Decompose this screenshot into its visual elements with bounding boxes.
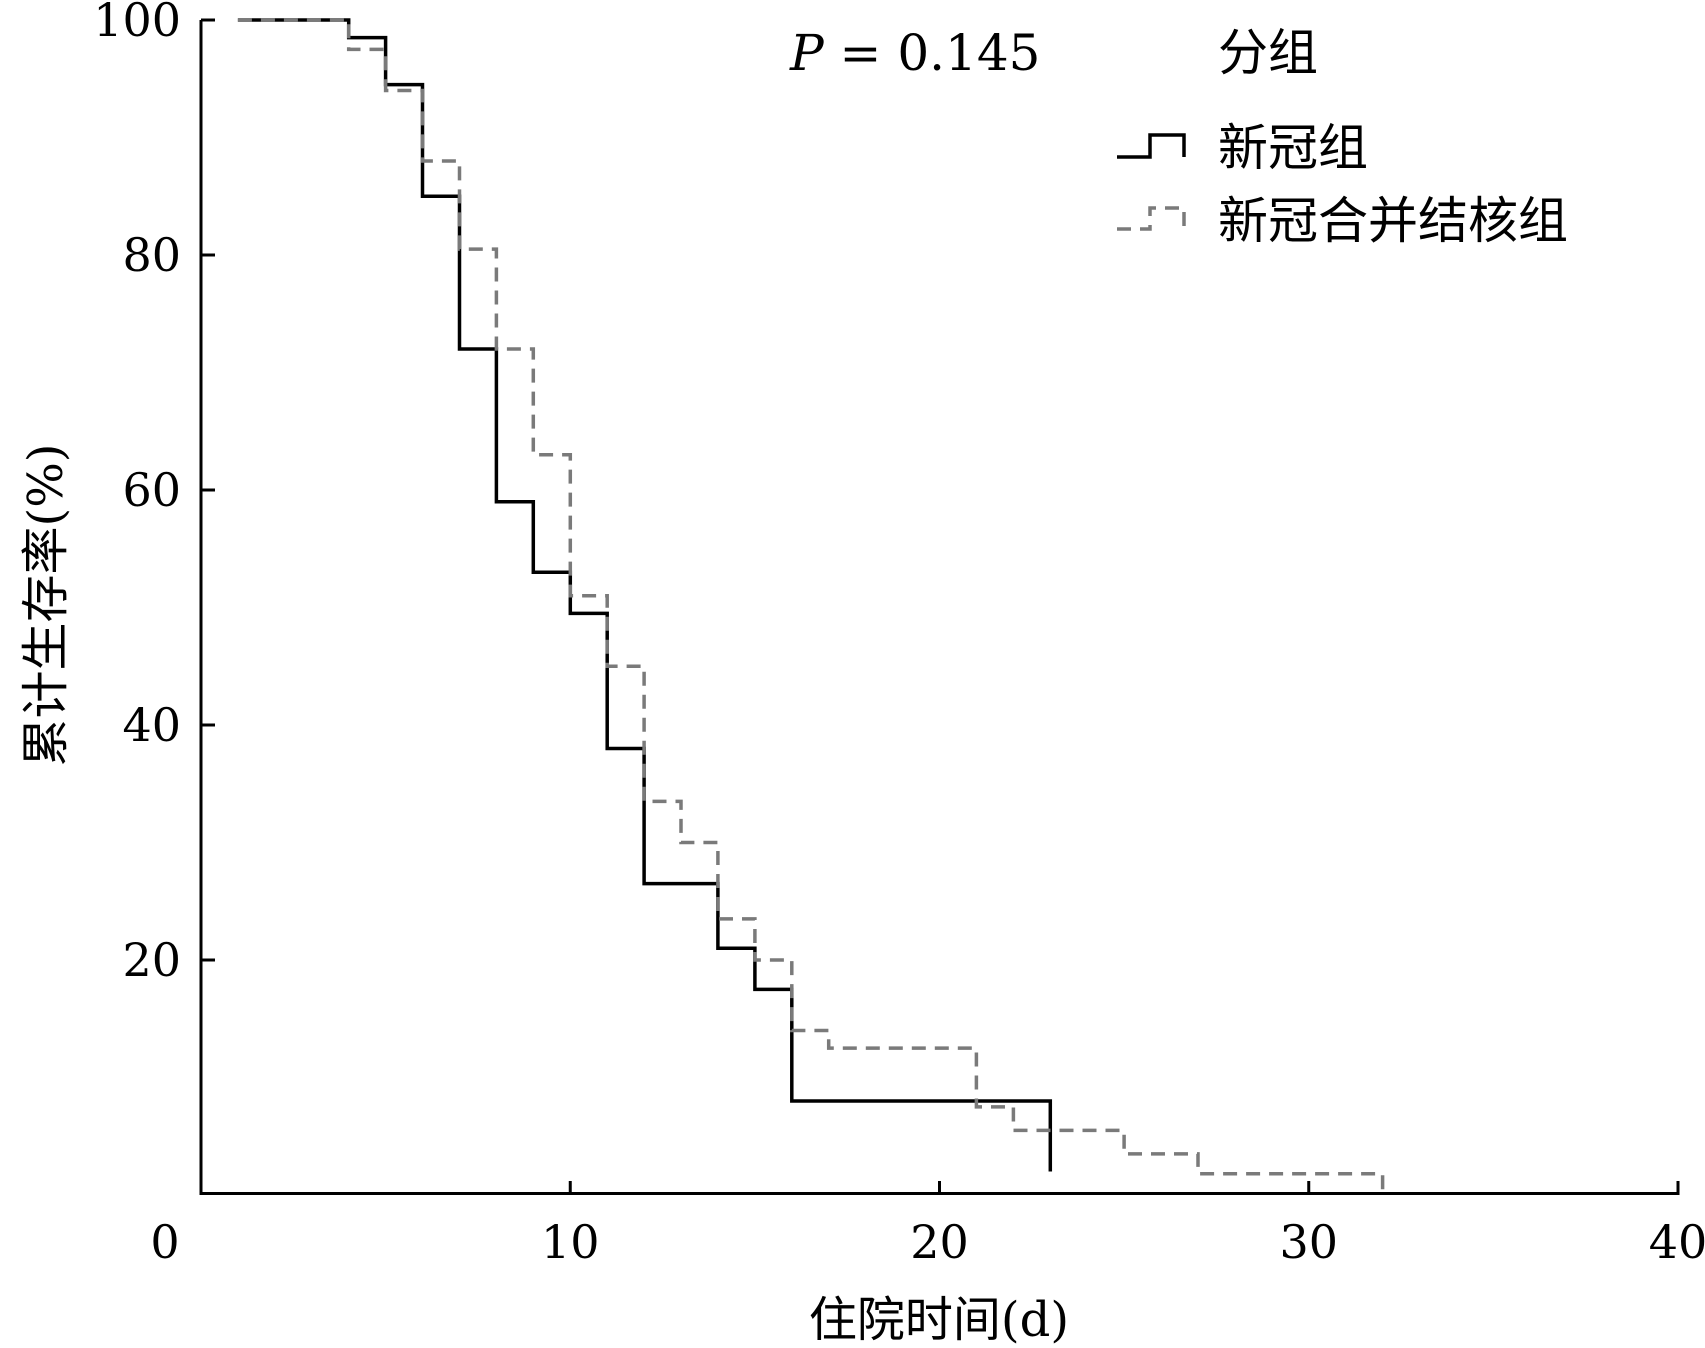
p-value-text: = 0.145 [824,24,1041,82]
legend-entry-dashed: 新冠合并结核组 [1218,192,1568,250]
p-value-annotation: P = 0.145 [789,24,1040,82]
tick-layer: 20 40 60 80 100 0 10 20 30 40 [93,0,1705,1269]
y-tick-label-3: 80 [122,228,181,282]
legend-title: 分组 [1218,24,1318,82]
series-line-0 [237,18,1053,1172]
series-layer [237,18,1385,1195]
x-axis-label: 住院时间(d) [809,1292,1069,1348]
series-line-1 [237,18,1385,1195]
y-tick-label-1: 40 [122,698,181,752]
x-tick-label-1: 10 [541,1215,600,1269]
x-tick-label-3: 30 [1279,1215,1338,1269]
legend-entry-solid: 新冠组 [1218,119,1368,177]
y-axis-label: 累计生存率(%) [18,443,74,766]
legend-swatch-dashed [1117,206,1186,231]
x-tick-label-0: 0 [150,1215,179,1269]
y-tick-label-2: 60 [122,463,181,517]
legend: 分组 新冠组 新冠合并结核组 [1117,24,1568,250]
x-tick-label-2: 20 [910,1215,969,1269]
y-tick-label-4: 100 [93,0,181,47]
x-tick-label-4: 40 [1649,1215,1705,1269]
p-value-symbol: P [789,24,825,82]
legend-swatch-solid [1117,133,1186,159]
y-tick-label-0: 20 [122,933,181,987]
